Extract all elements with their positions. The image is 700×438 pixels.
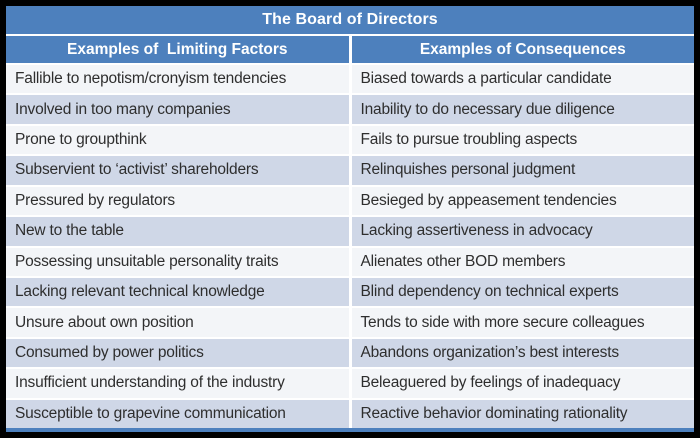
consequence-cell: Lacking assertiveness in advocacy [351, 217, 694, 246]
consequence-cell: Inability to do necessary due diligence [351, 95, 694, 124]
limiting-factor-cell: Fallible to nepotism/cronyism tendencies [6, 65, 349, 94]
table-row: Fallible to nepotism/cronyism tendencies… [6, 65, 694, 94]
table-row: Susceptible to grapevine communication Re… [6, 399, 694, 429]
table-row: Pressured by regulators Besieged by appea… [6, 186, 694, 216]
consequence-cell: Beleaguered by feelings of inadequacy [351, 369, 694, 398]
table-row: Insufficient understanding of the indust… [6, 369, 694, 398]
consequence-cell: Abandons organization’s best interests [351, 338, 694, 368]
consequence-cell: Tends to side with more secure colleague… [351, 308, 694, 337]
limiting-factor-cell: Possessing unsuitable personality traits [6, 247, 349, 276]
table-row: Involved in too many companies Inability … [6, 95, 694, 124]
limiting-factor-cell: Susceptible to grapevine communication [6, 399, 349, 429]
consequence-cell: Biased towards a particular candidate [351, 65, 694, 94]
consequence-cell: Besieged by appeasement tendencies [351, 186, 694, 216]
bottom-accent-strip [6, 428, 694, 432]
limiting-factor-cell: New to the table [6, 217, 349, 246]
limiting-factor-cell: Subservient to ‘activist’ shareholders [6, 156, 349, 185]
column-header-consequences: Examples of Consequences [351, 36, 694, 63]
table-row: New to the table Lacking assertiveness in… [6, 217, 694, 246]
limiting-factor-cell: Prone to groupthink [6, 125, 349, 155]
consequence-cell: Blind dependency on technical experts [351, 277, 694, 307]
table-row: Possessing unsuitable personality traits… [6, 247, 694, 276]
limiting-factor-cell: Consumed by power politics [6, 338, 349, 368]
table-title: The Board of Directors [6, 6, 694, 34]
table-row: Consumed by power politics Abandons organ… [6, 338, 694, 368]
consequence-cell: Reactive behavior dominating rationality [351, 399, 694, 429]
column-header-limiting-factors: Examples of Limiting Factors [6, 36, 349, 63]
table-row: Lacking relevant technical knowledge Blin… [6, 277, 694, 307]
table-body: Fallible to nepotism/cronyism tendencies… [6, 65, 694, 429]
column-header-row: Examples of Limiting Factors Examples of… [6, 36, 694, 63]
consequence-cell: Relinquishes personal judgment [351, 156, 694, 185]
limiting-factor-cell: Insufficient understanding of the indust… [6, 369, 349, 398]
limiting-factor-cell: Involved in too many companies [6, 95, 349, 124]
consequence-cell: Alienates other BOD members [351, 247, 694, 276]
table-row: Subservient to ‘activist’ shareholders Re… [6, 156, 694, 185]
table-row: Prone to groupthink Fails to pursue troub… [6, 125, 694, 155]
consequence-cell: Fails to pursue troubling aspects [351, 125, 694, 155]
limiting-factor-cell: Pressured by regulators [6, 186, 349, 216]
table-row: Unsure about own position Tends to side w… [6, 308, 694, 337]
limiting-factor-cell: Lacking relevant technical knowledge [6, 277, 349, 307]
limiting-factor-cell: Unsure about own position [6, 308, 349, 337]
